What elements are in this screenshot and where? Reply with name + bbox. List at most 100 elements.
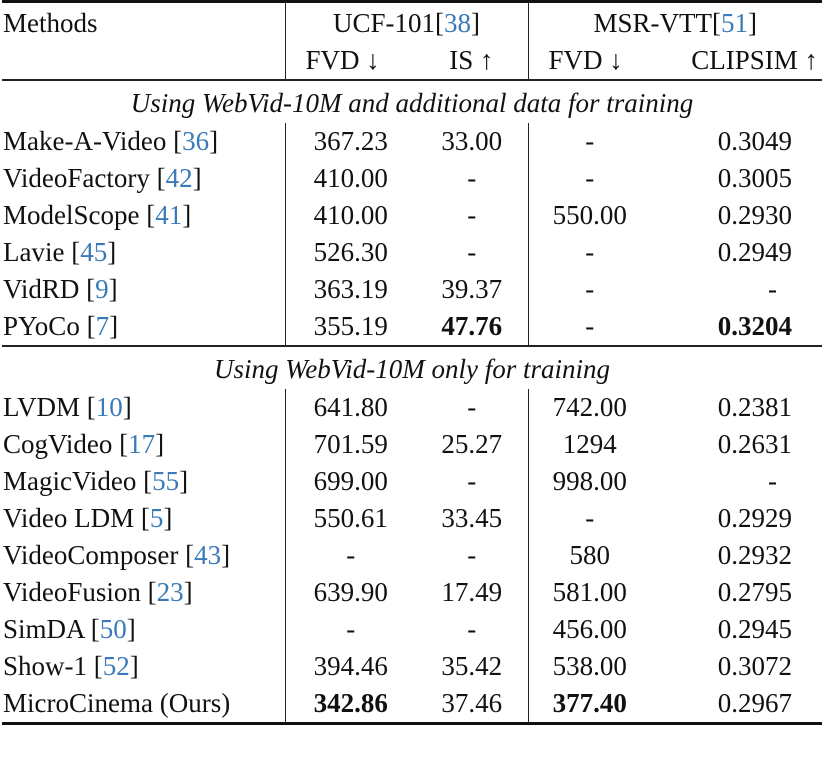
citation-link[interactable]: 45 — [80, 237, 108, 267]
ucf-fvd-cell-best: 342.86 — [284, 685, 416, 725]
citation-link[interactable]: 7 — [95, 311, 110, 341]
section-header: Using WebVid-10M only for training — [2, 346, 822, 389]
citation-link[interactable]: 51 — [721, 8, 749, 38]
section-header: Using WebVid-10M and additional data for… — [2, 80, 822, 123]
method-cell: MicroCinema (Ours) — [2, 685, 285, 725]
citation-link[interactable]: 5 — [149, 503, 164, 533]
section-title: Using WebVid-10M and additional data for… — [130, 88, 694, 118]
method-name: VideoComposer — [3, 540, 179, 570]
dataset-name: UCF-101 — [333, 8, 436, 38]
citation-link[interactable]: 9 — [95, 274, 109, 304]
method-name: PYoCo — [3, 311, 80, 341]
ucf-is-cell: 25.27 — [441, 429, 503, 459]
method-cell: PYoCo [7] — [2, 308, 285, 347]
citation-link[interactable]: 38 — [444, 8, 472, 38]
metric-header: FVD ↓ — [527, 42, 652, 81]
msrvtt-header: MSR-VTT[51] — [527, 0, 823, 42]
msr-fvd-cell: 1294 — [527, 426, 652, 463]
method-name: SimDA — [3, 614, 85, 644]
method-name: ModelScope — [3, 200, 140, 230]
citation-link[interactable]: 42 — [165, 163, 193, 193]
ucf-fvd-cell: 410.00 — [284, 197, 416, 234]
dataset-name: MSR-VTT — [593, 8, 713, 38]
msr-clipsim-cell: - — [768, 466, 778, 496]
ucf-is-cell: - — [467, 392, 477, 422]
method-cell: Lavie [45] — [3, 237, 117, 267]
msr-fvd-cell: - — [527, 500, 652, 537]
method-name: Lavie — [3, 237, 65, 267]
citation-link[interactable]: 55 — [152, 466, 180, 496]
ucf-is-cell: - — [467, 237, 477, 267]
metric-header: IS ↑ — [416, 42, 529, 81]
table-row: MagicVideo [55] 699.00 - 998.00 - — [2, 463, 822, 500]
ucf-is-cell: - — [467, 200, 477, 230]
method-cell: Show-1 [52] — [3, 651, 139, 681]
method-cell: Make-A-Video [36] — [3, 126, 219, 156]
table-row: ModelScope [41] 410.00 - 550.00 0.2930 — [2, 197, 822, 234]
table-row: Lavie [45] 526.30 - - 0.2949 — [2, 234, 822, 271]
method-cell: VideoFusion [23] — [3, 577, 193, 607]
comparison-table: Methods UCF-101[38] MSR-VTT[51] FVD ↓ IS… — [2, 0, 823, 725]
ucf-is-cell: 33.00 — [441, 126, 503, 156]
ucf101-header: UCF-101[38] — [284, 0, 529, 42]
methods-label: Methods — [3, 8, 98, 38]
method-name: Show-1 — [3, 651, 88, 681]
header-row-datasets: Methods UCF-101[38] MSR-VTT[51] — [2, 0, 823, 42]
msr-clipsim-cell: 0.2967 — [651, 685, 823, 725]
citation-link[interactable]: 23 — [156, 577, 184, 607]
section-title: Using WebVid-10M only for training — [214, 354, 610, 384]
metric-header: CLIPSIM ↑ — [651, 42, 823, 81]
ucf-is-cell: - — [467, 614, 477, 644]
msr-clipsim-cell: - — [768, 274, 778, 304]
citation-link[interactable]: 43 — [194, 540, 222, 570]
msr-fvd-cell: 550.00 — [527, 197, 652, 234]
ucf-fvd-cell: - — [284, 611, 416, 648]
ucf-fvd-cell: 699.00 — [284, 463, 416, 500]
msr-fvd-cell: - — [527, 234, 652, 271]
msr-fvd-cell: - — [527, 308, 652, 347]
citation-link[interactable]: 41 — [155, 200, 183, 230]
ucf-fvd-cell: - — [284, 537, 416, 574]
ucf-is-cell: 37.46 — [416, 685, 529, 725]
msr-clipsim-cell-best: 0.3204 — [651, 308, 823, 347]
msr-fvd-cell: - — [527, 123, 652, 160]
msr-clipsim-cell: 0.3005 — [717, 163, 793, 193]
method-name: VideoFactory — [3, 163, 150, 193]
ucf-fvd-cell: 641.80 — [284, 389, 416, 426]
method-name: LVDM — [3, 392, 81, 422]
method-cell: CogVideo [17] — [3, 429, 165, 459]
ucf-fvd-cell: 394.46 — [284, 648, 416, 685]
method-cell: VidRD [9] — [3, 274, 118, 304]
citation-link[interactable]: 50 — [99, 614, 127, 644]
method-name: Video LDM — [3, 503, 135, 533]
ucf-fvd-cell: 639.90 — [284, 574, 416, 611]
ucf-fvd-cell: 550.61 — [284, 500, 416, 537]
citation-link[interactable]: 17 — [128, 429, 156, 459]
msr-fvd-cell: - — [527, 160, 652, 197]
msr-clipsim-cell: 0.2929 — [717, 503, 793, 533]
msr-clipsim-cell: 0.2631 — [717, 429, 793, 459]
ucf-is-cell: - — [467, 540, 477, 570]
msr-clipsim-cell: 0.2945 — [717, 614, 793, 644]
table-row: VideoFactory [42] 410.00 - - 0.3005 — [2, 160, 822, 197]
ucf-fvd-cell: 410.00 — [284, 160, 416, 197]
method-name: VideoFusion — [3, 577, 141, 607]
msr-fvd-cell: 581.00 — [527, 574, 652, 611]
table-row: SimDA [50] - - 456.00 0.2945 — [2, 611, 822, 648]
method-name: CogVideo — [3, 429, 113, 459]
msr-fvd-cell: 538.00 — [527, 648, 652, 685]
msr-fvd-cell: 998.00 — [527, 463, 652, 500]
table-row: CogVideo [17] 701.59 25.27 1294 0.2631 — [2, 426, 822, 463]
msr-fvd-cell-best: 377.40 — [527, 685, 652, 725]
citation-link[interactable]: 10 — [95, 392, 123, 422]
method-cell: ModelScope [41] — [3, 200, 192, 230]
msr-clipsim-cell: 0.2381 — [717, 392, 793, 422]
ucf-is-cell: - — [467, 163, 477, 193]
method-cell: SimDA [50] — [3, 614, 136, 644]
msr-clipsim-cell: 0.3049 — [717, 126, 793, 156]
header-row-metrics: FVD ↓ IS ↑ FVD ↓ CLIPSIM ↑ — [2, 42, 823, 81]
msr-clipsim-cell: 0.3072 — [717, 651, 793, 681]
citation-link[interactable]: 52 — [102, 651, 130, 681]
citation-link[interactable]: 36 — [182, 126, 210, 156]
